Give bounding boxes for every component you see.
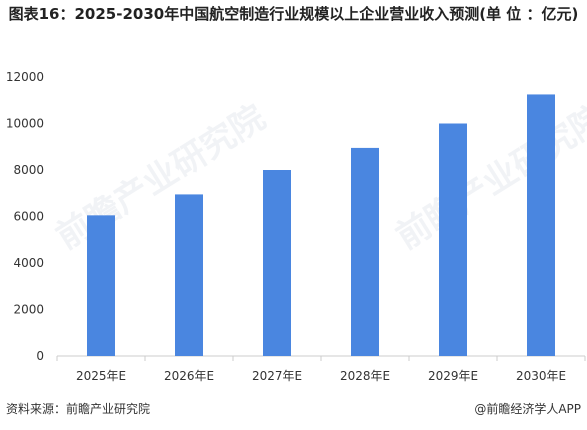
x-tick-label: 2029年E [428, 369, 478, 383]
x-axis-labels: 2025年E 2026年E 2027年E 2028年E 2029年E 2030年E [76, 369, 566, 383]
chart-title: 图表16：2025-2030年中国航空制造行业规模以上企业营业收入预测(单 位 … [8, 5, 579, 23]
x-axis-tick-marks [56, 356, 586, 361]
y-axis-ticks: 0 2000 4000 6000 8000 10000 12000 [6, 70, 44, 363]
y-tick-label: 10000 [6, 117, 44, 131]
y-tick-label: 0 [36, 349, 44, 363]
bar [351, 147, 379, 356]
source-note: 资料来源：前瞻产业研究院 [6, 402, 151, 416]
x-tick-label: 2028年E [340, 369, 390, 383]
bar [527, 94, 555, 356]
x-tick-label: 2026年E [164, 369, 214, 383]
y-tick-label: 8000 [13, 163, 44, 177]
y-tick-label: 4000 [13, 256, 44, 270]
bar-chart: 0 2000 4000 6000 8000 10000 12000 2025年E 2026年E… [6, 70, 586, 383]
x-tick-label: 2025年E [76, 369, 126, 383]
bar [87, 215, 115, 356]
x-tick-label: 2027年E [252, 369, 302, 383]
brand-credit: @前瞻经济学人APP [474, 402, 581, 416]
footer: 资料来源：前瞻产业研究院 @前瞻经济学人APP [0, 400, 587, 420]
y-tick-label: 12000 [6, 70, 44, 84]
x-tick-label: 2030年E [516, 369, 566, 383]
y-tick-label: 2000 [13, 303, 44, 317]
bar-series [87, 94, 555, 356]
bar [439, 123, 467, 356]
y-tick-label: 6000 [13, 210, 44, 224]
bar [263, 170, 291, 356]
bar [175, 194, 203, 356]
